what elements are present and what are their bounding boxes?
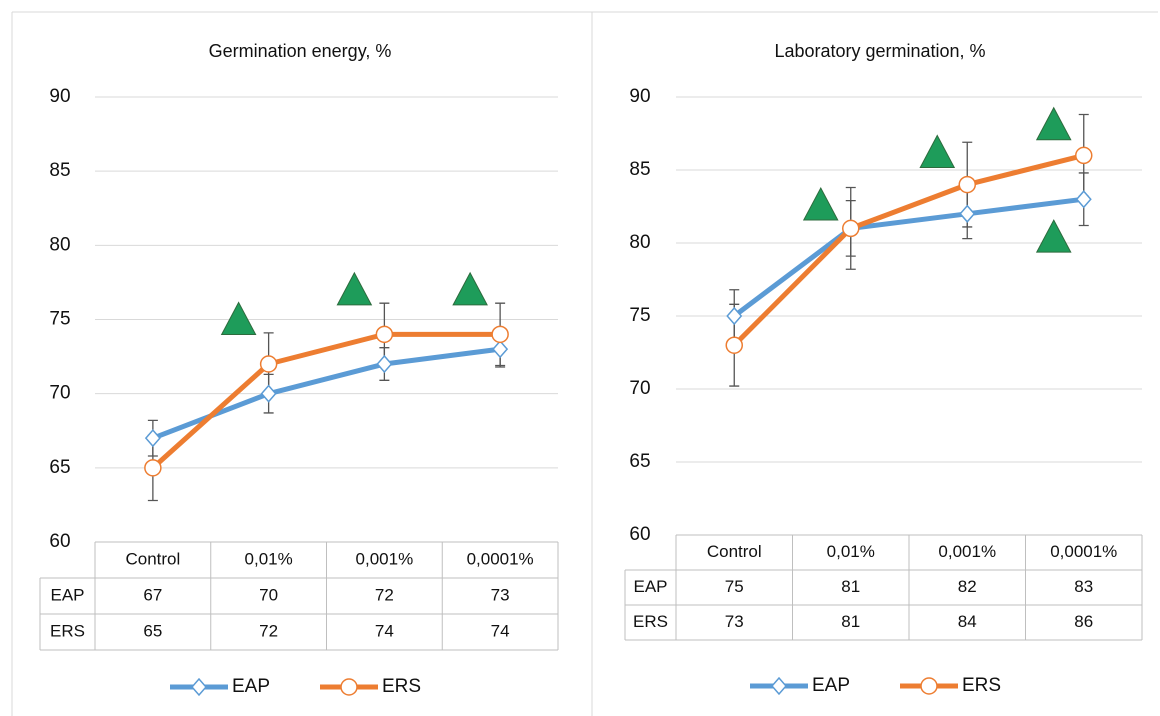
significance-marker: [336, 271, 373, 306]
y-tick-label: 80: [629, 232, 650, 253]
table-row-label: ERS: [633, 612, 668, 631]
significance-marker: [1035, 219, 1072, 253]
data-point: [725, 336, 743, 354]
data-point: [492, 340, 509, 359]
table-row-label: ERS: [50, 621, 85, 640]
y-tick-label: 90: [629, 86, 650, 107]
data-point: [1075, 146, 1093, 165]
data-point: [376, 354, 393, 374]
y-tick-label: 65: [49, 457, 70, 478]
y-tick-label: 75: [49, 309, 70, 330]
data-point: [842, 219, 860, 238]
legend-marker: [191, 677, 207, 697]
significance-marker: [220, 301, 257, 335]
y-tick-label: 85: [49, 160, 70, 181]
data-point: [726, 306, 743, 326]
table-header: 0,001%: [356, 549, 414, 568]
table-header: Control: [707, 542, 762, 561]
data-point: [144, 429, 161, 448]
table-cell: 65: [143, 621, 162, 640]
y-tick-label: 60: [49, 531, 70, 552]
legend-label: EAP: [232, 676, 270, 697]
table-header: Control: [125, 549, 180, 568]
y-tick-label: 75: [629, 305, 650, 326]
y-tick-label: 85: [629, 159, 650, 180]
table-header: 0,01%: [827, 542, 875, 561]
significance-marker: [452, 271, 488, 306]
data-point: [958, 175, 976, 194]
chart-title: Laboratory germination, %: [774, 41, 985, 61]
y-tick-label: 60: [629, 524, 650, 545]
table-cell: 81: [841, 612, 860, 631]
series-line: [732, 152, 1085, 347]
chart-title: Germination energy, %: [209, 41, 392, 61]
legend-label: EAP: [812, 675, 850, 696]
table-cell: 72: [375, 585, 394, 604]
table-header: 0,001%: [938, 542, 996, 561]
legend-marker: [920, 677, 938, 695]
table-cell: 82: [958, 577, 977, 596]
data-point: [491, 325, 509, 344]
table-cell: 83: [1074, 577, 1093, 596]
table-cell: 72: [259, 621, 278, 640]
legend-marker: [771, 676, 787, 696]
y-tick-label: 65: [629, 451, 650, 472]
legend-label: ERS: [962, 675, 1001, 696]
table-cell: 67: [143, 585, 162, 604]
table-cell: 70: [259, 585, 278, 604]
data-point: [1075, 190, 1092, 209]
table-cell: 75: [725, 577, 744, 596]
data-point: [959, 204, 976, 223]
y-tick-label: 70: [629, 378, 650, 399]
series-line: [151, 331, 501, 470]
table-header: 0,0001%: [467, 549, 534, 568]
data-point: [259, 355, 278, 373]
table-cell: 86: [1074, 612, 1093, 631]
table-header: 0,01%: [245, 549, 293, 568]
y-tick-label: 80: [49, 234, 70, 255]
data-point: [144, 459, 162, 477]
table-cell: 73: [725, 612, 744, 631]
table-row-label: EAP: [633, 577, 667, 596]
table-cell: 73: [491, 585, 510, 604]
data-point: [375, 325, 394, 344]
legend-label: ERS: [382, 676, 421, 697]
table-cell: 84: [958, 612, 977, 631]
significance-marker: [802, 186, 839, 221]
significance-marker: [1035, 106, 1072, 141]
table-cell: 81: [841, 577, 860, 596]
significance-marker: [919, 134, 956, 168]
table-cell: 74: [491, 621, 510, 640]
legend-marker: [340, 678, 358, 696]
y-tick-label: 90: [49, 86, 70, 107]
y-tick-label: 70: [49, 383, 70, 404]
table-row-label: EAP: [50, 585, 84, 604]
table-cell: 74: [375, 621, 394, 640]
series-line: [732, 196, 1085, 318]
data-point: [260, 384, 277, 403]
table-header: 0,0001%: [1050, 542, 1117, 561]
